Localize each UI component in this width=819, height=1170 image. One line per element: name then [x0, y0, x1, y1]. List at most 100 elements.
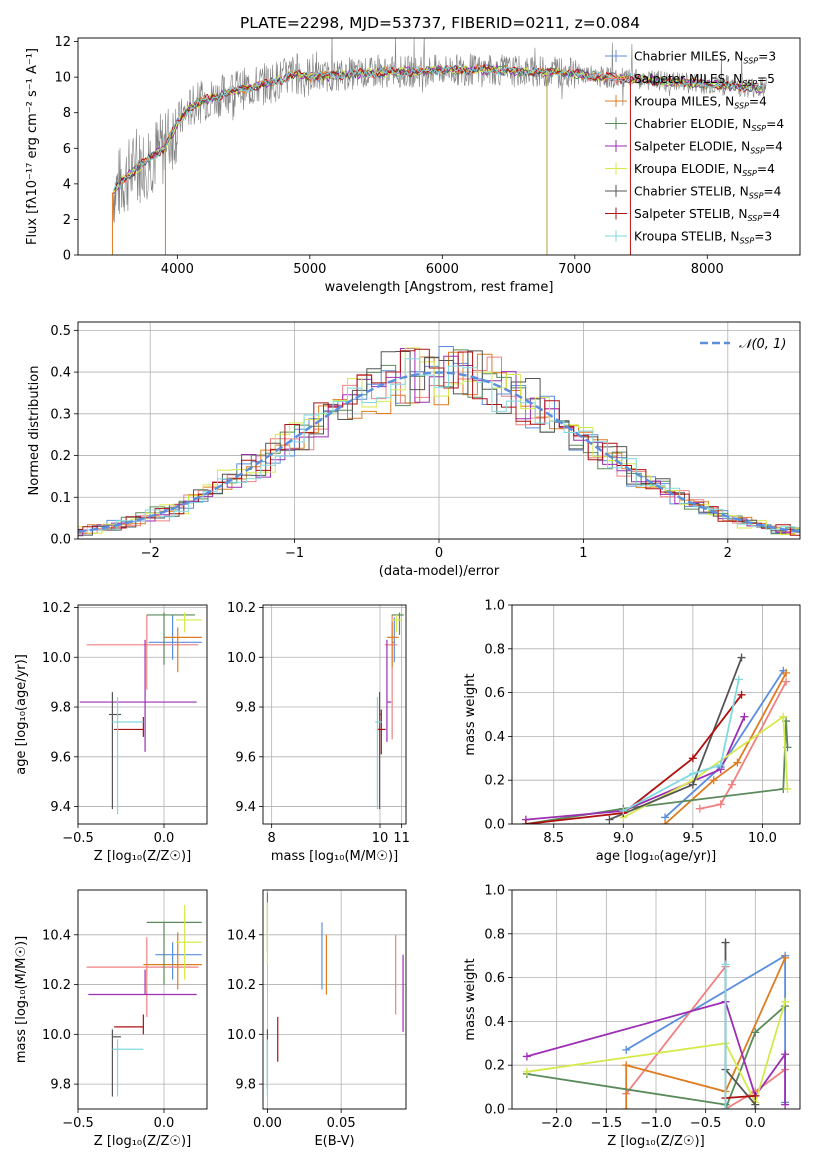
y-axis-label: age [log₁₀(age/yr)]: [14, 654, 29, 775]
legend-entry: Chabrier STELIB, NSSP=4: [634, 185, 782, 201]
x-axis-label: age [log₁₀(age/yr)]: [596, 849, 717, 864]
x-axis-label: Z [log₁₀(Z/Z☉)]: [94, 1134, 191, 1149]
legend-entry: Kroupa STELIB, NSSP=3: [634, 230, 772, 246]
series-marker: [605, 815, 614, 824]
axes-frame: [511, 889, 801, 1110]
errorbar-salpeter-elodie: [88, 969, 197, 996]
axes-frame: [77, 37, 801, 256]
y-tick-label: 9.6: [235, 750, 256, 765]
y-tick-label: 10.0: [227, 651, 256, 666]
series-line: [725, 1095, 756, 1099]
series-marker: [779, 712, 788, 721]
y-axis-label: Flux [fλ10⁻¹⁷ erg cm⁻² s⁻¹ A⁻¹]: [25, 48, 40, 245]
series-salpeter-stelib: [521, 690, 746, 824]
series-marker: [721, 960, 730, 969]
axes-frame: [262, 889, 407, 1110]
y-tick-label: 10.0: [42, 651, 71, 666]
y-tick-label: 9.4: [50, 800, 71, 815]
panel-mass_age: 8 10 11 9.4 9.6 9.8 10.0 10.2 mass [log₁₀(M/M☉)]: [227, 601, 410, 864]
legend-entry: Chabrier MILES, NSSP=3: [634, 50, 776, 66]
y-tick-label: 8: [63, 106, 71, 121]
series-marker: [721, 1105, 730, 1109]
x-tick-label: 2: [724, 546, 732, 561]
y-axis-label: mass [log₁₀(M/M☉)]: [14, 936, 29, 1063]
errorbar-kroupa-stelib: [112, 697, 144, 815]
y-tick-label: 10.2: [227, 601, 256, 616]
series-kroupa-stelib: [619, 675, 743, 815]
series-marker: [521, 820, 530, 824]
y-tick-label: 9.8: [235, 701, 256, 716]
y-tick-label: 0.6: [484, 971, 505, 986]
y-tick-label: 10.2: [42, 601, 71, 616]
y-tick-label: 2: [63, 213, 71, 228]
x-axis-label: Z [log₁₀(Z/Z☉)]: [607, 1134, 704, 1149]
series-marker: [721, 938, 730, 947]
x-tick-label: −1.0: [640, 1116, 672, 1131]
series-marker: [782, 677, 791, 686]
errorbar-chabrier-elodie: [391, 612, 404, 635]
y-axis-label: mass weight: [463, 958, 478, 1040]
panel-spectrum: 4000 5000 6000 7000 8000 0 2 4 6 8 10 12 wavelength …: [25, 35, 801, 295]
legend-entry: Salpeter ELODIE, NSSP=4: [634, 140, 783, 156]
series-marker: [781, 953, 790, 962]
series-chabrier-stelib: [605, 653, 746, 824]
x-tick-label: −2.0: [541, 1116, 573, 1131]
panel-z_weight: −2.0 −1.5 −1.0 −0.5 0.0 0.0 0.2 0.4 0.6 0.8 1.0 Z […: [463, 884, 801, 1149]
x-tick-label: 8000: [691, 262, 724, 277]
series-marker: [688, 780, 697, 789]
x-axis-label: (data-model)/error: [379, 564, 500, 579]
series-marker: [751, 1105, 760, 1109]
y-tick-label: 10.4: [42, 928, 71, 943]
y-tick-label: 10.0: [227, 1028, 256, 1043]
y-tick-label: 0.4: [484, 1015, 505, 1030]
x-tick-label: 9.5: [683, 831, 704, 846]
x-tick-label: 7000: [558, 262, 591, 277]
series-line: [664, 672, 787, 824]
series-marker: [783, 784, 792, 793]
x-tick-label: 11: [393, 831, 410, 846]
y-tick-label: 0.2: [50, 449, 71, 464]
y-tick-label: 0.2: [484, 1059, 505, 1074]
errorbar-chabrier-elodie: [146, 921, 202, 985]
legend-entry: Kroupa MILES, NSSP=4: [634, 95, 767, 111]
y-tick-label: 0.0: [484, 1103, 505, 1118]
x-tick-label: −2: [141, 546, 160, 561]
errorbar-chabrier-stelib: [111, 1029, 121, 1097]
errorbar-salpeter-elodie: [386, 639, 392, 742]
series-marker: [734, 675, 743, 684]
y-tick-label: 0.4: [484, 730, 505, 745]
y-tick-label: 0.4: [50, 366, 71, 381]
errorbar-kroupa-elodie: [392, 614, 402, 633]
x-tick-label: −0.5: [690, 1116, 722, 1131]
x-axis-label: wavelength [Angstrom, rest frame]: [325, 280, 554, 295]
y-tick-label: 0.6: [484, 686, 505, 701]
x-tick-label: −0.5: [62, 1116, 94, 1131]
errorbar-chabrier-elodie: [146, 612, 195, 665]
series-marker: [522, 1052, 531, 1061]
series-marker: [740, 712, 749, 721]
series-marker: [688, 769, 697, 778]
x-axis-label: Z [log₁₀(Z/Z☉)]: [94, 849, 191, 864]
y-tick-label: 10.2: [227, 978, 256, 993]
axes-frame: [511, 604, 801, 825]
series-marker: [733, 758, 742, 767]
series-marker: [688, 754, 697, 763]
series-marker: [716, 760, 725, 769]
y-tick-label: 9.6: [50, 750, 71, 765]
x-tick-label: 6000: [426, 262, 459, 277]
series-marker: [619, 806, 628, 815]
series-kroupa-stelib: [721, 960, 730, 1109]
legend-entry: Salpeter STELIB, NSSP=4: [634, 207, 780, 223]
y-tick-label: 10.2: [42, 978, 71, 993]
axes-frame: [77, 604, 208, 825]
axes-frame: [77, 889, 208, 1110]
series-marker: [716, 800, 725, 809]
series-marker: [727, 780, 736, 789]
series-marker: [751, 1028, 760, 1037]
errorbar-salpeter-elodie: [79, 639, 197, 752]
series-marker: [737, 690, 746, 699]
series-line: [625, 957, 786, 1109]
series-line: [525, 694, 743, 824]
y-tick-label: 0.0: [484, 818, 505, 833]
